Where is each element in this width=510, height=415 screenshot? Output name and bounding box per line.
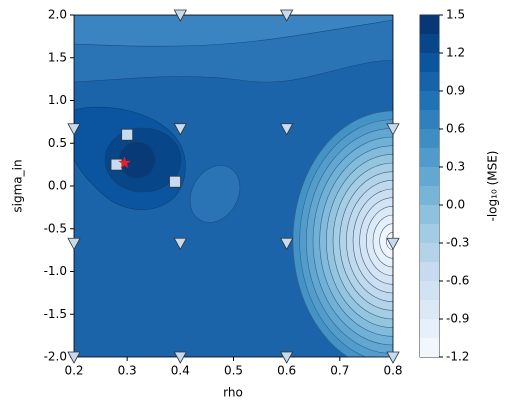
triangle-marker <box>67 123 81 136</box>
x-tick-label: 0.7 <box>330 364 349 378</box>
colorbar-band <box>420 243 439 262</box>
colorbar-band <box>420 319 439 338</box>
contour-region <box>189 165 241 223</box>
star-marker <box>118 156 131 169</box>
colorbar-band <box>420 34 439 53</box>
colorbar-band <box>420 91 439 110</box>
triangle-marker <box>279 351 294 364</box>
x-tick-label: 0.5 <box>224 364 243 378</box>
x-tick-label: 0.3 <box>118 364 137 378</box>
y-tick-label: -1.5 <box>44 307 67 321</box>
triangle-marker <box>67 237 81 251</box>
triangle-marker <box>173 123 188 136</box>
y-tick-label: 0.5 <box>48 136 67 150</box>
x-axis-label: rho <box>223 386 243 400</box>
colorbar-tick-label: -0.9 <box>446 312 469 326</box>
triangle-marker <box>173 237 188 251</box>
colorbar-tick-label: 0.9 <box>446 84 465 98</box>
colorbar-tick-label: -0.6 <box>446 274 469 288</box>
triangle-marker <box>386 351 400 364</box>
square-marker <box>110 158 123 171</box>
contour-field <box>74 15 393 357</box>
triangle-marker <box>279 9 294 22</box>
colorbar-tick-label: 0.6 <box>446 122 465 136</box>
y-tick-label: -1.0 <box>44 264 67 278</box>
colorbar-tick-label: 1.2 <box>446 46 465 60</box>
colorbar-band <box>420 53 439 72</box>
colorbar-band <box>420 338 439 357</box>
colorbar-tick-label: -1.2 <box>446 350 469 364</box>
triangle-marker <box>173 9 188 22</box>
x-tick-label: 0.6 <box>277 364 296 378</box>
y-tick-label: 2.0 <box>48 8 67 22</box>
triangle-marker <box>386 123 400 136</box>
y-tick-label: -2.0 <box>44 350 67 364</box>
triangle-marker <box>67 351 81 364</box>
colorbar-band <box>420 15 439 34</box>
y-axis-label: sigma_in <box>11 159 25 212</box>
colorbar-band <box>420 148 439 167</box>
colorbar-band <box>420 186 439 205</box>
colorbar-band <box>420 205 439 224</box>
colorbar-band <box>420 262 439 281</box>
colorbar-band <box>420 72 439 91</box>
contour-bowl <box>292 110 393 357</box>
square-marker <box>121 128 134 141</box>
x-tick-label: 0.4 <box>171 364 190 378</box>
triangle-marker <box>173 351 188 364</box>
triangle-marker <box>386 237 400 251</box>
colorbar-tick-label: 0.0 <box>446 198 465 212</box>
contour-region <box>74 15 393 47</box>
colorbar-band <box>420 300 439 319</box>
colorbar-band <box>420 281 439 300</box>
colorbar-band <box>420 110 439 129</box>
colorbar-tick-label: 0.3 <box>446 160 465 174</box>
colorbar-tick-label: 1.5 <box>446 8 465 22</box>
x-tick-label: 0.8 <box>383 364 402 378</box>
y-tick-label: 0.0 <box>48 179 67 193</box>
triangle-marker <box>279 123 294 136</box>
square-marker <box>169 175 181 188</box>
triangle-marker <box>279 237 294 251</box>
colorbar-band <box>420 224 439 243</box>
colorbar-tick-label: -0.3 <box>446 236 469 250</box>
y-tick-label: 1.5 <box>48 50 67 64</box>
x-tick-label: 0.2 <box>64 364 83 378</box>
colorbar-band <box>420 129 439 148</box>
colorbar-label: -log₁₀ (MSE) <box>486 151 500 222</box>
y-tick-label: -0.5 <box>44 221 67 235</box>
colorbar-band <box>420 167 439 186</box>
y-tick-label: 1.0 <box>48 93 67 107</box>
